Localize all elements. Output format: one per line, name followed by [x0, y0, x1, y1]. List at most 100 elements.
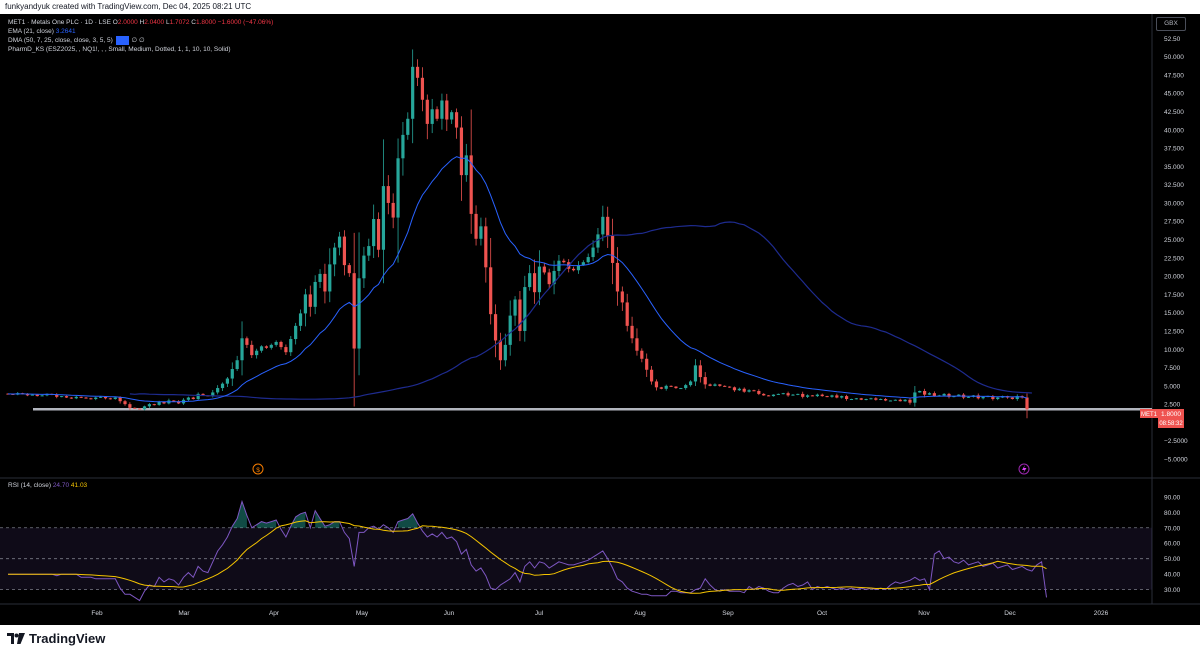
ema-line	[7, 156, 1028, 403]
candle	[79, 396, 83, 399]
rsi-tick-label: 90.00	[1164, 494, 1181, 501]
candle	[454, 108, 459, 139]
low-value: 1.7072	[169, 19, 190, 26]
candle	[635, 328, 639, 356]
candle	[776, 393, 780, 395]
candle	[747, 389, 751, 393]
candle	[859, 397, 863, 401]
candle	[420, 67, 425, 112]
y-tick-label: 30.000	[1164, 200, 1184, 207]
candle	[479, 217, 483, 246]
candle	[308, 285, 312, 317]
dma-legend-row[interactable]: DMA (50, 7, 25, close, close, 3, 5, 5) 3…	[8, 36, 273, 45]
symbol-row[interactable]: MET1 · Metals One PLC · 1D · LSE O2.0000…	[8, 18, 273, 27]
candle	[108, 397, 112, 400]
candle	[732, 386, 737, 392]
candle	[893, 399, 897, 401]
candle	[513, 296, 517, 326]
tradingview-brand[interactable]: TradingView	[7, 631, 105, 646]
y-tick-label: 25.000	[1164, 237, 1184, 244]
x-tick-label: 2026	[1094, 610, 1109, 617]
rsi-legend[interactable]: RSI (14, close) 24.70 41.03	[8, 482, 87, 489]
candle	[786, 391, 790, 397]
candle	[464, 143, 468, 182]
candle	[196, 392, 200, 401]
y-tick-label: 20.000	[1164, 274, 1184, 281]
candle	[474, 205, 478, 246]
candle	[274, 340, 278, 347]
candle	[372, 204, 376, 259]
change-value: −1.6000 (−47.06%)	[217, 19, 274, 26]
candle	[298, 309, 303, 331]
candle	[923, 388, 927, 398]
candle	[147, 403, 151, 408]
y-tick-label: 15.000	[1164, 310, 1184, 317]
dividend-event-icon[interactable]: $	[252, 463, 264, 475]
candle	[225, 376, 230, 387]
candle	[762, 393, 766, 396]
candle	[713, 383, 717, 387]
candle	[737, 387, 741, 391]
chart-credit: funkyandyuk created with TradingView.com…	[0, 0, 1200, 14]
candle	[445, 93, 449, 131]
x-tick-label: Sep	[722, 610, 734, 617]
candle	[708, 383, 712, 387]
high-value: 2.0400	[144, 19, 165, 26]
y-tick-label: 5.000	[1164, 383, 1181, 390]
candle	[391, 193, 395, 229]
y-tick-label: 10.000	[1164, 347, 1184, 354]
rsi-ma-value: 41.03	[70, 482, 88, 489]
x-tick-label: Jul	[535, 610, 544, 617]
candle	[659, 386, 663, 390]
y-tick-label: 22.500	[1164, 255, 1184, 262]
candle	[430, 98, 434, 134]
candle	[874, 397, 878, 401]
candle	[703, 372, 707, 389]
ema-legend-row[interactable]: EMA (21, close) 3.2641	[8, 27, 273, 36]
candle	[142, 405, 147, 411]
candle	[654, 379, 659, 391]
candle	[645, 353, 649, 377]
candle	[752, 389, 756, 392]
candle	[323, 263, 327, 304]
candle	[84, 397, 88, 399]
candle	[60, 395, 64, 398]
y-tick-label: 50.000	[1164, 54, 1184, 61]
rsi-tick-label: 50.00	[1164, 556, 1181, 563]
candle	[69, 397, 73, 399]
candle	[245, 336, 249, 348]
candle	[367, 238, 371, 261]
candle	[347, 263, 351, 277]
candle	[1010, 397, 1014, 400]
candle	[669, 385, 673, 387]
rsi-ma-line	[8, 520, 1047, 594]
candle	[888, 400, 893, 402]
chart-frame: 52.50 50.000 47.500 45.000 42.500 40.000 37.50…	[0, 14, 1200, 625]
currency-selector[interactable]: GBX	[1156, 17, 1186, 31]
candle	[289, 336, 293, 356]
candle	[674, 386, 678, 389]
candle	[138, 408, 142, 410]
candle	[801, 391, 805, 399]
candle	[528, 265, 532, 291]
chart-canvas[interactable]: 52.50 50.000 47.500 45.000 42.500 40.000 37.50…	[0, 14, 1200, 625]
svg-text:08:58:32: 08:58:32	[1159, 421, 1183, 427]
y-tick-label: 2.500	[1164, 402, 1181, 409]
candle	[766, 394, 771, 397]
candle	[337, 231, 342, 256]
y-tick-label: 12.500	[1164, 328, 1184, 335]
candle	[966, 396, 971, 398]
open-label: O	[112, 19, 118, 26]
candle	[810, 395, 815, 397]
brand-name: TradingView	[29, 631, 106, 646]
dma-value: 3.5	[115, 36, 129, 45]
x-tick-label: Dec	[1004, 610, 1016, 617]
chart-legend: MET1 · Metals One PLC · 1D · LSE O2.0000…	[8, 18, 273, 54]
rsi-tick-label: 60.00	[1164, 541, 1181, 548]
pharm-legend-row[interactable]: PharmD_KS (ESZ2025, , NQ1!, , , Small, M…	[8, 45, 273, 54]
candle	[74, 395, 78, 400]
lightning-event-icon[interactable]	[1018, 463, 1030, 475]
y-tick-label: −2.5000	[1164, 438, 1188, 445]
x-tick-label: Feb	[91, 610, 103, 617]
candle	[791, 394, 795, 396]
